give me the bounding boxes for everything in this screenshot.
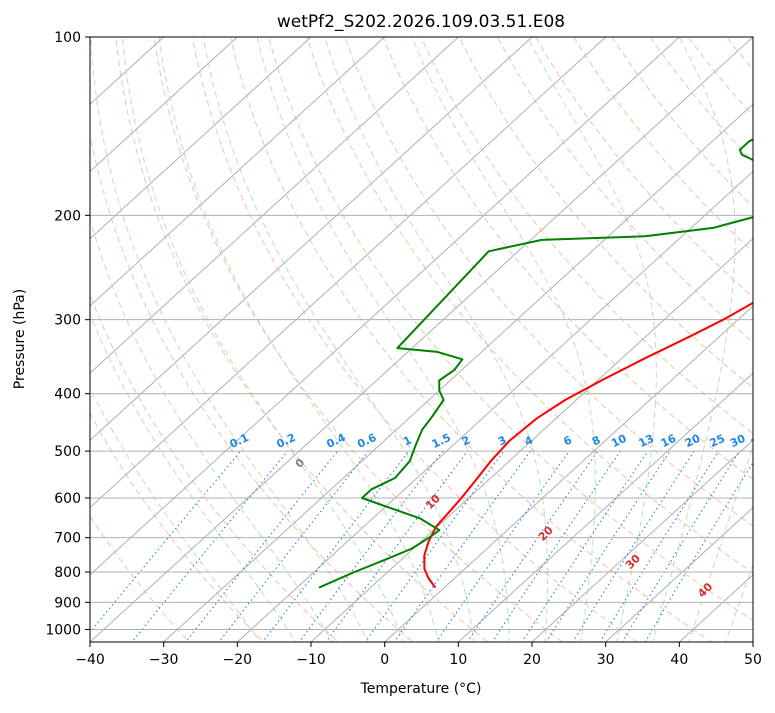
x-tick-label: 50 [744, 652, 762, 668]
y-tick-label: 600 [54, 491, 81, 507]
x-tick-label: −20 [223, 652, 253, 668]
y-tick-label: 400 [54, 387, 81, 403]
x-tick-label: −30 [149, 652, 179, 668]
chart-title: wetPf2_S202.2026.109.03.51.E08 [277, 12, 565, 32]
x-tick-label: 10 [449, 652, 467, 668]
y-axis-label: Pressure (hPa) [12, 289, 28, 389]
x-tick-label: 0 [380, 652, 389, 668]
x-tick-label: 20 [523, 652, 541, 668]
y-tick-label: 700 [54, 531, 81, 547]
y-tick-label: 300 [54, 313, 81, 329]
x-axis-label: Temperature (°C) [360, 681, 482, 697]
x-tick-label: −40 [75, 652, 105, 668]
y-tick-label: 500 [54, 444, 81, 460]
y-tick-label: 200 [54, 208, 81, 224]
y-tick-label: 100 [54, 30, 81, 46]
x-tick-label: 30 [597, 652, 615, 668]
x-tick-label: −10 [296, 652, 326, 668]
y-tick-label: 900 [54, 595, 81, 611]
y-tick-label: 1000 [45, 622, 81, 638]
x-tick-label: 40 [670, 652, 688, 668]
y-tick-label: 800 [54, 565, 81, 581]
